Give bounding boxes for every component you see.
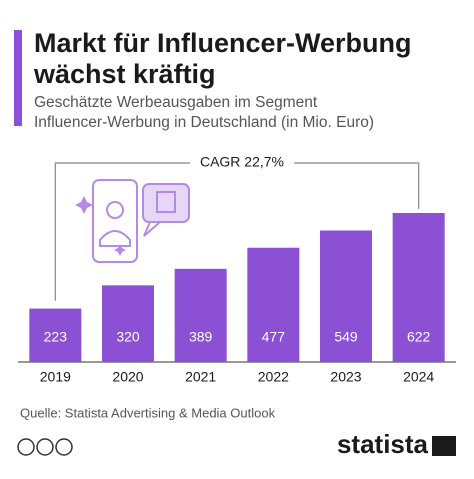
- data-label: 389: [189, 329, 213, 345]
- chart-title: Markt für Influencer-Werbung: [34, 28, 412, 58]
- source: Quelle: Statista Advertising & Media Out…: [20, 405, 276, 420]
- chart-title: wächst kräftig: [33, 59, 216, 89]
- x-tick-label: 2022: [258, 369, 289, 385]
- logo: statista: [337, 429, 429, 459]
- license-icons: [17, 438, 73, 456]
- chart-subtitle: Geschätzte Werbeausgaben im Segment: [34, 94, 318, 111]
- data-label: 477: [262, 329, 286, 345]
- data-label: 549: [334, 329, 358, 345]
- data-label: 223: [44, 329, 68, 345]
- illustration: [75, 179, 190, 263]
- bar: [320, 230, 372, 362]
- annotation: CAGR 22,7%: [200, 154, 284, 170]
- x-tick-label: 2021: [185, 369, 216, 385]
- annotation-bg: [190, 154, 294, 172]
- bar: [29, 308, 82, 362]
- data-label: 320: [116, 329, 140, 345]
- x-tick-label: 2019: [40, 369, 71, 385]
- data-label: 622: [407, 329, 431, 345]
- x-tick-label: 2024: [403, 369, 434, 385]
- bar: [174, 268, 227, 362]
- x-tick-label: 2023: [330, 369, 361, 385]
- logo-icon: [432, 436, 456, 456]
- x-tick-label: 2020: [112, 369, 143, 385]
- bar: [102, 285, 154, 362]
- bar: [392, 213, 445, 362]
- accent-bar: [14, 30, 22, 126]
- bar: [247, 247, 300, 362]
- chart-subtitle: Influencer-Werbung in Deutschland (in Mi…: [34, 114, 374, 131]
